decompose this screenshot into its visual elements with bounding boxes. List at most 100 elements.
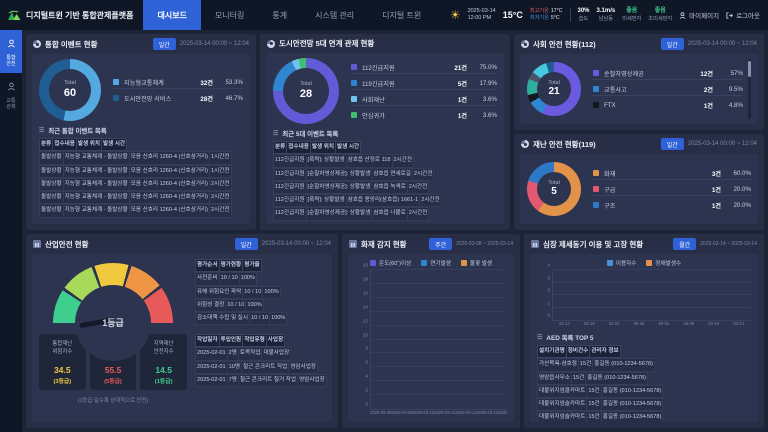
period-badge[interactable]: 월간 xyxy=(673,238,697,250)
table-cell: 돌발상황 xyxy=(39,177,64,192)
integrated-legend: 지능형교통체계 32건 53.3% 도시안전망 서비스 28건 46.7% xyxy=(113,76,243,104)
legend-count: 1건 xyxy=(703,102,713,110)
legend-row: 구조 1건 20.0% xyxy=(593,199,751,211)
table-row: 돌발상황 지능형 교통체계 - 돌발상황 모음 신호리 1260-4 (신호삼거리)… xyxy=(39,204,243,218)
mypage-button[interactable]: 마이페이지 xyxy=(679,10,719,20)
legend-swatch xyxy=(593,170,599,176)
legend-count: 32건 xyxy=(200,79,213,87)
humidity-label: 습도 xyxy=(578,15,589,22)
table-cell: 지능형 교통체계 - 돌발상황 xyxy=(62,191,130,205)
legend-swatch xyxy=(113,79,119,85)
card-grade: (1등급) xyxy=(154,379,173,386)
table-cell: [폭력]: 상황발생 xyxy=(305,194,347,208)
gridline xyxy=(553,306,751,308)
legend-label: FTX xyxy=(604,101,616,109)
y-tick-label: 18 xyxy=(362,276,368,282)
panel-fire-detection: 화재 감지 현황 주간 2025-03-08 ~ 2025-03-14 온도(6… xyxy=(342,234,520,428)
sidebar-item-1[interactable]: 교통관제 xyxy=(0,73,22,116)
period-text: 2025-03-08 ~ 2025-03-14 xyxy=(456,241,513,247)
table-row: 영암읍사무소 15건 홍길동 (010-1234-5678) xyxy=(537,371,751,385)
nav-item-4[interactable]: 디지털 트윈 xyxy=(382,10,422,20)
x-tick-label: 2025-03-09 xyxy=(391,410,413,415)
table-cell: 삼호읍 용앙리(삼호읍) 1661-1 xyxy=(345,194,421,208)
table-cell: 2025-02-01 xyxy=(195,373,228,388)
donut-chart-icon xyxy=(521,140,529,148)
table-cell: 돌발상황 xyxy=(39,151,64,165)
table-cell: 10 / 10 xyxy=(225,298,247,313)
column-header: 접수내용 xyxy=(52,137,77,152)
bar-legend-item: 불꽃 발생 xyxy=(460,259,492,267)
table-row: 대불위지엄클카마트 15건 홍길동 (010-1234-5678) xyxy=(536,384,751,399)
divider xyxy=(569,8,571,22)
period-badge[interactable]: 일간 xyxy=(660,138,684,150)
column-header: 작업유형 xyxy=(242,333,267,348)
sidebar-item-0[interactable]: 통합안전 xyxy=(0,30,22,73)
period-badge[interactable]: 일간 xyxy=(660,38,684,50)
legend-count: 1건 xyxy=(457,96,467,104)
y-tick-label: 0 xyxy=(365,401,368,407)
legend-swatch xyxy=(351,96,357,102)
card-value: 55.5 xyxy=(104,365,122,376)
table-header-row: 작업일자 투입인원 작업유형 사업장 xyxy=(195,333,327,348)
nav-item-0[interactable]: 대시보드 xyxy=(143,0,201,30)
sidebar-item-label: 통합안전 xyxy=(6,55,16,68)
nav-item-2[interactable]: 통계 xyxy=(272,10,288,20)
gridline xyxy=(371,324,507,326)
nav-item-1[interactable]: 모니터링 xyxy=(214,10,245,20)
fire-x-axis: 2025-03-08 2025-03-09 2025-03-10 2025-03-11… xyxy=(370,410,507,417)
period-badge[interactable]: 일간 xyxy=(152,38,176,50)
table-cell: 돌발상황 xyxy=(39,204,64,218)
legend-label: 구급 xyxy=(604,186,616,194)
table-cell: 대불위지엄클카마트 xyxy=(536,384,588,399)
x-tick-label: 2025-03-08 xyxy=(370,410,392,415)
table-row: 사전준비 10 / 10 100% xyxy=(195,272,327,286)
aed-x-axis: 02-14 02-18 02-22 02-26 03-02 03-06 03-10 03-14 xyxy=(552,321,751,328)
legend-row: 사회재난 1건 3.6% xyxy=(351,93,497,106)
legend-swatch xyxy=(369,260,376,266)
y-tick-label: 8 xyxy=(365,345,368,351)
legend-scrollbar-thumb[interactable] xyxy=(748,61,751,77)
total-value: 5 xyxy=(551,186,557,198)
header-status-area: ☀ 2025-03-14 12:00 PM 15°C 최고기온 17°C 최저기온… xyxy=(435,0,768,30)
y-tick-label: 1 xyxy=(547,300,550,305)
period-text: 2025-03-14 00:00 ~ 12:04 xyxy=(687,41,757,47)
table-cell: 112긴급지원 xyxy=(273,180,307,195)
legend-count: 21건 xyxy=(454,64,467,72)
column-header: 설치기관명 xyxy=(537,344,567,359)
safety-gauge: 1등급 xyxy=(39,259,187,361)
bars-layer xyxy=(371,270,507,409)
column-header: 발생 위치 xyxy=(309,140,337,155)
table-cell: 사전준비 xyxy=(195,272,220,286)
legend-count: 1건 xyxy=(711,186,721,194)
table-cell: 지능형 교통체계 - 돌발상황 xyxy=(62,164,130,178)
table-row: 112긴급지원 [폭력]: 상황발생 삼호읍 산정로 118 2시간전 xyxy=(273,154,497,168)
date-text: 2025-03-14 xyxy=(467,7,496,14)
legend-count: 2건 xyxy=(703,86,713,94)
table-row: 유해 위험요인 파악 10 / 10 100% xyxy=(194,285,327,299)
app-logo: 디지털트윈 기반 통합관제플랫폼 xyxy=(0,0,143,30)
panel-citynet: 도시안전망 5대 연계 관제 현황 Total 28 112긴급지원 21건 75.0… xyxy=(260,34,510,230)
y-tick-label: 0 xyxy=(547,312,550,318)
table-cell: 영암사업장 xyxy=(297,373,327,388)
legend-label: 이용자수 xyxy=(615,261,637,267)
table-row: 112긴급지원 [순찰차영상제공]: 상황발생 삼호읍 녹색로 2시간전 xyxy=(273,180,497,195)
aed-plot-area: 0 1 2 3 4 xyxy=(547,263,751,321)
wind-cell: 3.1m/s 남남동 xyxy=(597,7,616,23)
legend-label: 112긴급지원 xyxy=(362,64,395,72)
y-tick-label: 2 xyxy=(365,387,368,393)
table-row: 대불위지엄슬카마트 15건 홍길동 (010-1234-5678) xyxy=(536,398,751,412)
y-tick-label: 4 xyxy=(365,373,368,379)
panel-title: 심장 제세동기 이용 및 고장 현황 xyxy=(543,239,644,249)
logout-button[interactable]: 로그아웃 xyxy=(726,10,760,20)
table-cell: 감소대책 수립 및 실시 xyxy=(195,312,250,326)
column-header: 사업장 xyxy=(265,333,286,348)
gridline xyxy=(371,310,507,312)
risk-index-card-2: 지역재난 안전지수 14.5 (1등급) xyxy=(140,334,187,391)
pm25-label: 초미세먼지 xyxy=(648,15,673,22)
period-badge[interactable]: 주간 xyxy=(429,238,453,250)
gridline xyxy=(371,394,507,396)
nav-item-3[interactable]: 시스템 관리 xyxy=(315,10,355,20)
table-cell: 2시간전 xyxy=(406,207,430,221)
period-badge[interactable]: 일간 xyxy=(234,238,258,250)
